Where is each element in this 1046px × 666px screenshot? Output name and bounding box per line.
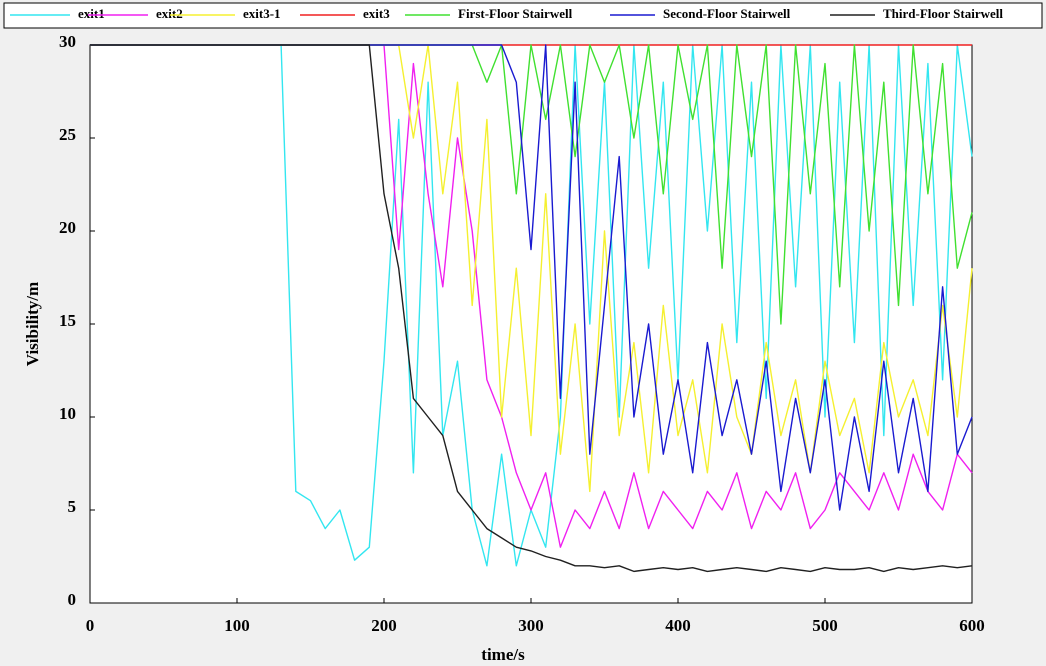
legend-label: exit1 [78, 6, 105, 21]
legend-label: exit3-1 [243, 6, 281, 21]
y-tick-label: 30 [59, 32, 76, 51]
series-line [90, 44, 973, 573]
legend-label: Third-Floor Stairwell [883, 6, 1003, 21]
y-tick-label: 5 [68, 497, 77, 516]
x-axis-label: time/s [481, 645, 525, 664]
y-tick-label: 0 [68, 590, 77, 609]
plot-area [89, 44, 973, 604]
y-tick-label: 15 [59, 311, 76, 330]
x-tick-label: 500 [812, 616, 838, 635]
legend-label: First-Floor Stairwell [458, 6, 573, 21]
y-axis-label: Visibility/m [23, 282, 42, 366]
x-tick-label: 300 [518, 616, 544, 635]
x-tick-label: 600 [959, 616, 985, 635]
x-tick-label: 200 [371, 616, 397, 635]
x-tick-label: 100 [224, 616, 250, 635]
x-tick-label: 0 [86, 616, 95, 635]
y-tick-label: 20 [59, 218, 76, 237]
legend-label: exit3 [363, 6, 390, 21]
legend-label: Second-Floor Stairwell [663, 6, 791, 21]
y-tick-label: 25 [59, 125, 76, 144]
x-tick-label: 400 [665, 616, 691, 635]
legend-label: exit2 [156, 6, 183, 21]
y-tick-label: 10 [59, 404, 76, 423]
